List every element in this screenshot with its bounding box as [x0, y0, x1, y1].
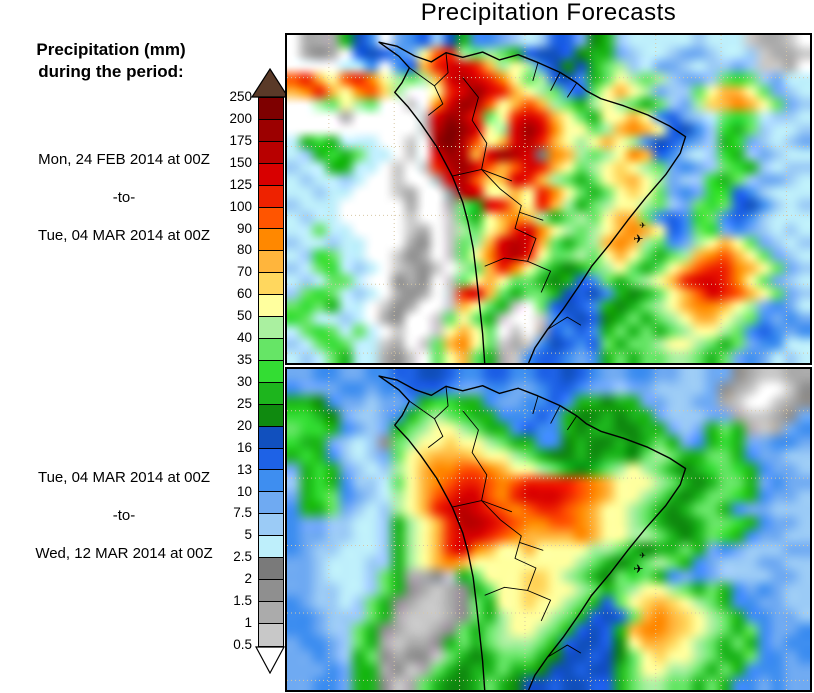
colorbar-label: 200: [229, 110, 252, 126]
colorbar: 250 200 175 150 125 100 90 80 70 60 50 40 35 30 25 20 16…: [210, 68, 292, 674]
airplane-marker-icon: ✈: [639, 551, 646, 561]
colorbar-segment: [259, 229, 283, 252]
colorbar-segment: [259, 382, 283, 405]
period-2-separator: -to-: [112, 507, 136, 524]
colorbar-segment: [259, 338, 283, 361]
colorbar-label: 100: [229, 198, 252, 214]
colorbar-segment: [259, 601, 283, 624]
colorbar-label: 50: [236, 308, 252, 324]
colorbar-segment: [259, 558, 283, 580]
colorbar-segment: [259, 163, 283, 186]
colorbar-segment: [259, 492, 283, 515]
colorbar-label: 40: [236, 330, 252, 346]
colorbar-label: 10: [236, 483, 252, 499]
country-border: [547, 317, 580, 329]
colorbar-segment: [259, 536, 283, 559]
period-1-separator: -to-: [112, 189, 136, 206]
colorbar-label: 90: [236, 220, 252, 236]
colorbar-labels: 250 200 175 150 125 100 90 80 70 60 50 40 35 30 25 20 16…: [210, 89, 254, 652]
map-panel-week2: ✈ ✈: [285, 367, 812, 692]
country-border: [463, 411, 501, 520]
sidebar-heading: Precipitation (mm) during the period:: [4, 39, 218, 83]
period-2: Tue, 04 MAR 2014 at 00Z -to- Wed, 12 MAR…: [8, 459, 240, 573]
country-border: [452, 169, 512, 180]
colorbar-segment: [259, 623, 283, 646]
colorbar-label: 70: [236, 264, 252, 280]
colorbar-label: 175: [229, 132, 252, 148]
period-1-start-date: Mon, 24 FEB 2014 at 00Z: [38, 151, 210, 168]
colorbar-segment: [259, 360, 283, 383]
airplane-marker-icon: ✈: [633, 232, 644, 247]
colorbar-under-arrow-icon: [255, 646, 285, 674]
colorbar-bar: [258, 97, 284, 647]
colorbar-segment: [259, 514, 283, 537]
country-border: [409, 68, 434, 86]
period-2-end-date: Wed, 12 MAR 2014 at 00Z: [35, 545, 213, 562]
country-border: [409, 401, 434, 419]
country-border: [452, 501, 512, 512]
colorbar-label: 0.5: [233, 637, 252, 652]
colorbar-label: 1.5: [233, 593, 252, 609]
country-border: [519, 542, 550, 621]
country-border: [519, 212, 550, 292]
colorbar-label: 250: [229, 89, 252, 104]
colorbar-segment: [259, 448, 283, 471]
airplane-marker-icon: ✈: [639, 221, 646, 231]
map-panel-week1: ✈ ✈: [285, 33, 812, 365]
colorbar-label: 13: [236, 461, 252, 477]
colorbar-segment: [259, 470, 283, 493]
colorbar-label: 1: [244, 615, 252, 631]
country-border: [533, 63, 577, 98]
country-border: [533, 396, 577, 430]
colorbar-label: 25: [236, 395, 252, 411]
colorbar-over-arrow-icon: [251, 68, 289, 98]
colorbar-segment: [259, 119, 283, 142]
colorbar-segment: [259, 579, 283, 602]
country-border: [485, 520, 536, 595]
colorbar-label: 5: [244, 527, 252, 543]
period-1-end-date: Tue, 04 MAR 2014 at 00Z: [37, 227, 211, 244]
precipitation-raster-week2: [287, 369, 810, 690]
colorbar-label: 60: [236, 286, 252, 302]
sidebar-heading-line1: Precipitation (mm): [36, 40, 186, 59]
colorbar-label: 80: [236, 242, 252, 258]
colorbar-label: 125: [229, 176, 252, 192]
colorbar-segment: [259, 185, 283, 208]
colorbar-label: 20: [236, 417, 252, 433]
airplane-marker-icon: ✈: [633, 561, 644, 576]
colorbar-segment: [259, 295, 283, 318]
colorbar-label: 30: [236, 373, 252, 389]
map-overlay-week2: [287, 369, 810, 690]
colorbar-segment: [259, 426, 283, 449]
country-border: [485, 189, 536, 266]
colorbar-label: 7.5: [233, 505, 252, 521]
south-america-coastline: [379, 376, 685, 690]
colorbar-label: 2: [244, 571, 252, 587]
colorbar-segment: [259, 273, 283, 296]
colorbar-segment: [259, 404, 283, 427]
page-title: Precipitation Forecasts: [420, 0, 677, 26]
colorbar-label: 150: [229, 154, 252, 170]
colorbar-label: 16: [236, 439, 252, 455]
sidebar-heading-line2: during the period:: [38, 62, 184, 81]
colorbar-segment: [259, 251, 283, 274]
precipitation-raster-week1: [287, 35, 810, 363]
country-border: [463, 78, 501, 190]
period-1: Mon, 24 FEB 2014 at 00Z -to- Tue, 04 MAR…: [8, 141, 240, 255]
map-overlay-week1: [287, 35, 810, 363]
country-border: [547, 645, 580, 657]
colorbar-label: 2.5: [233, 549, 252, 565]
colorbar-segment: [259, 98, 283, 120]
colorbar-label: 35: [236, 352, 252, 368]
colorbar-segment: [259, 317, 283, 339]
colorbar-segment: [259, 141, 283, 164]
south-america-coastline: [379, 42, 685, 363]
colorbar-segment: [259, 207, 283, 230]
period-2-start-date: Tue, 04 MAR 2014 at 00Z: [37, 469, 211, 486]
